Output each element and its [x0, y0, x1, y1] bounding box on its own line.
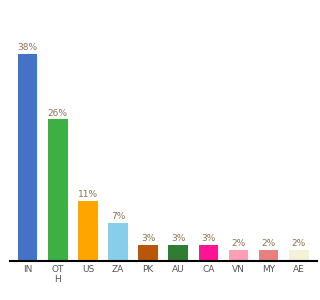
Bar — [138, 244, 158, 261]
Bar — [289, 250, 308, 261]
Bar — [168, 244, 188, 261]
Bar — [229, 250, 248, 261]
Text: 2%: 2% — [261, 239, 276, 248]
Text: 3%: 3% — [141, 234, 155, 243]
Text: 2%: 2% — [231, 239, 246, 248]
Text: 38%: 38% — [18, 43, 38, 52]
Text: 7%: 7% — [111, 212, 125, 221]
Bar — [259, 250, 278, 261]
Bar — [18, 54, 37, 261]
Bar — [78, 201, 98, 261]
Text: 3%: 3% — [171, 234, 186, 243]
Bar — [48, 119, 68, 261]
Bar — [108, 223, 128, 261]
Text: 26%: 26% — [48, 109, 68, 118]
Text: 3%: 3% — [201, 234, 216, 243]
Text: 11%: 11% — [78, 190, 98, 200]
Text: 2%: 2% — [292, 239, 306, 248]
Bar — [199, 244, 218, 261]
